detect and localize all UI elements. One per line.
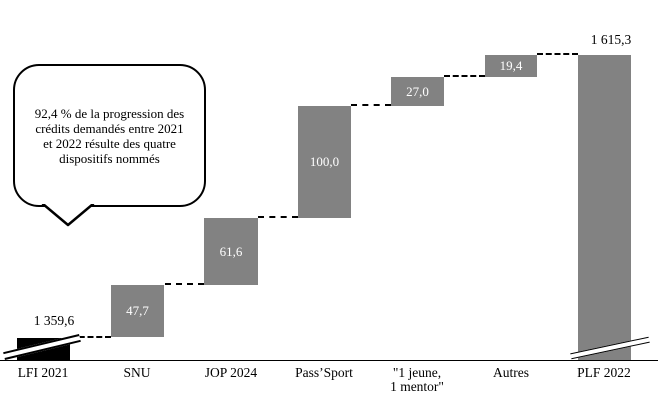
bar-jop-2024: 61,6: [204, 218, 258, 285]
connector-passsport-1jeune: [351, 104, 391, 106]
value-label-lfi-2021: 1 359,6: [33, 313, 75, 328]
connector-1jeune-autres: [444, 75, 485, 77]
callout-text: 92,4 % de la progression des crédits dem…: [34, 105, 185, 166]
callout-tail: [41, 204, 95, 227]
value-label-plf-2022: 1 615,3: [590, 32, 632, 47]
bar-value-label: 19,4: [499, 58, 523, 73]
connector-jop-passsport: [258, 216, 298, 218]
x-tick-label-1jeune-1mentor: "1 jeune, 1 mentor": [390, 365, 444, 394]
x-tick-label-passsport: Pass’Sport: [295, 365, 353, 380]
bar-passsport: 100,0: [298, 106, 351, 218]
connector-snu-jop: [165, 283, 204, 285]
x-tick-label-autres: Autres: [493, 365, 529, 380]
bar-value-label: 100,0: [309, 154, 340, 169]
bar-plf-2022: [578, 55, 631, 361]
bar-value-label: 47,7: [126, 303, 149, 318]
callout-bubble: 92,4 % de la progression des crédits dem…: [13, 64, 206, 207]
x-axis-line: [0, 360, 658, 361]
x-tick-label-plf-2022: PLF 2022: [577, 365, 631, 380]
bar-autres: 19,4: [485, 55, 537, 77]
bar-1jeune-1mentor: 27,0: [391, 77, 444, 106]
x-tick-label-snu: SNU: [123, 365, 151, 380]
bar-snu: 47,7: [111, 285, 164, 337]
x-tick-label-jop-2024: JOP 2024: [204, 365, 258, 380]
connector-lfi-snu: [70, 336, 111, 338]
bar-value-label: 61,6: [219, 243, 243, 259]
bar-value-label: 27,0: [406, 83, 429, 99]
x-tick-label-lfi-2021: LFI 2021: [17, 365, 69, 380]
connector-autres-plf: [537, 53, 578, 55]
